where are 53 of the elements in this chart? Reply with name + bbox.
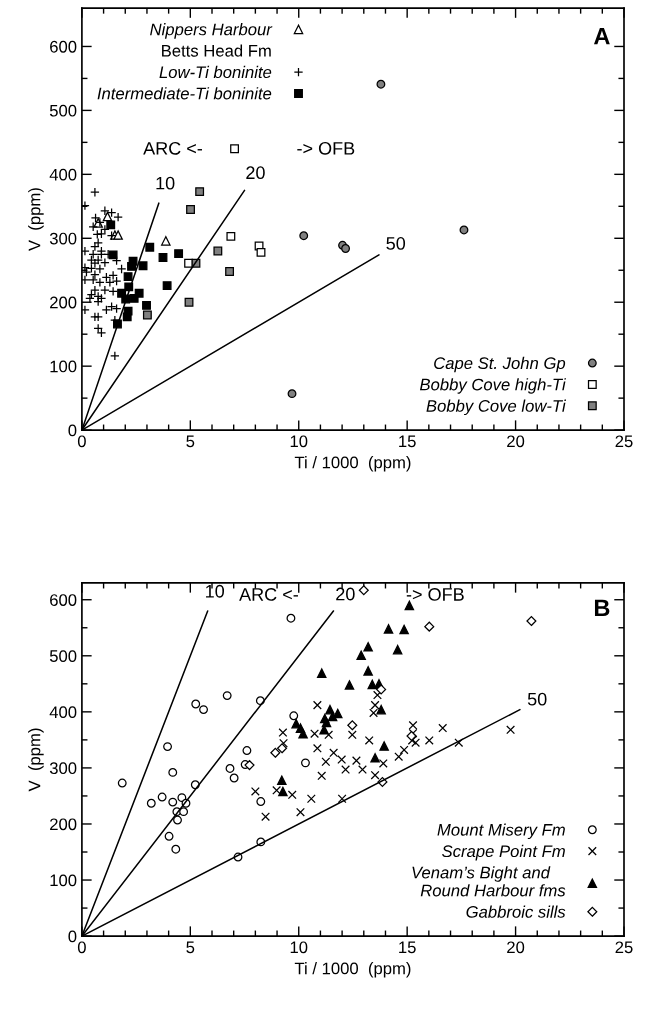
y-tick-label: 300 <box>49 232 77 245</box>
x-tick-label: 25 <box>615 435 633 448</box>
y-tick-label: 300 <box>49 762 77 775</box>
y-tick-label: 400 <box>49 706 77 719</box>
x-tick-label: 0 <box>77 435 86 448</box>
annotation: 10 <box>156 176 175 190</box>
x-tick-label: 15 <box>399 435 416 448</box>
y-tick-label: 600 <box>50 40 77 53</box>
annotation: -> OFB <box>406 588 464 601</box>
y-tick-label: 200 <box>50 296 77 309</box>
legend-label: Gabbroic sills <box>466 905 566 918</box>
legend-label: Low-Ti boninite <box>159 65 272 79</box>
annotation: 20 <box>246 166 265 180</box>
y-tick-label: 200 <box>50 818 77 831</box>
y-axis-title: V (ppm) <box>28 728 44 792</box>
legend-label: Intermediate-Ti boninite <box>97 87 272 100</box>
text: A <box>593 27 610 45</box>
x-axis-title: Ti / 1000 (ppm) <box>294 456 411 472</box>
text: B <box>594 599 610 616</box>
annotation: 50 <box>386 237 406 250</box>
legend-label: Scrape Point Fm <box>442 844 565 861</box>
y-tick-label: 400 <box>49 168 77 181</box>
legend-label: Nippers Harbour <box>150 23 273 39</box>
y-tick-label: 0 <box>68 930 77 943</box>
legend-title: Betts Head Fm <box>162 44 271 57</box>
x-tick-label: 10 <box>290 435 308 448</box>
x-tick-label: 20 <box>507 941 525 954</box>
y-tick-label: 100 <box>50 360 77 373</box>
y-tick-label: 500 <box>49 650 77 662</box>
annotation: 20 <box>336 587 355 601</box>
x-tick-label: 0 <box>77 941 86 954</box>
y-tick-label: 0 <box>68 424 77 437</box>
y-axis-title: V (ppm) <box>28 188 44 251</box>
x-tick-label: 5 <box>186 941 195 954</box>
x-tick-label: 25 <box>615 941 633 954</box>
y-tick-label: 600 <box>50 594 77 606</box>
legend-label: Cape St. John Gp <box>434 356 566 373</box>
legend-label: Mount Misery Fm <box>437 823 565 840</box>
y-tick-label: 100 <box>50 874 77 887</box>
legend-label: Bobby Cove low-Ti <box>426 399 567 416</box>
x-tick-label: 20 <box>507 435 525 448</box>
annotation: -> OFB <box>297 141 355 155</box>
x-tick-label: 15 <box>399 941 416 954</box>
annotation: ARC <- <box>239 588 298 601</box>
annotation: 10 <box>206 584 225 598</box>
x-tick-label: 10 <box>290 941 308 954</box>
x-tick-label: 5 <box>186 435 195 448</box>
annotation: 50 <box>527 692 547 706</box>
legend-label: Venam’s Bight and Round Harbour fms <box>412 866 566 897</box>
legend-label: Bobby Cove high-Ti <box>419 378 567 394</box>
x-axis-title: Ti / 1000 (ppm) <box>294 962 411 978</box>
y-tick-label: 500 <box>49 104 77 117</box>
annotation: ARC <- <box>143 141 203 155</box>
